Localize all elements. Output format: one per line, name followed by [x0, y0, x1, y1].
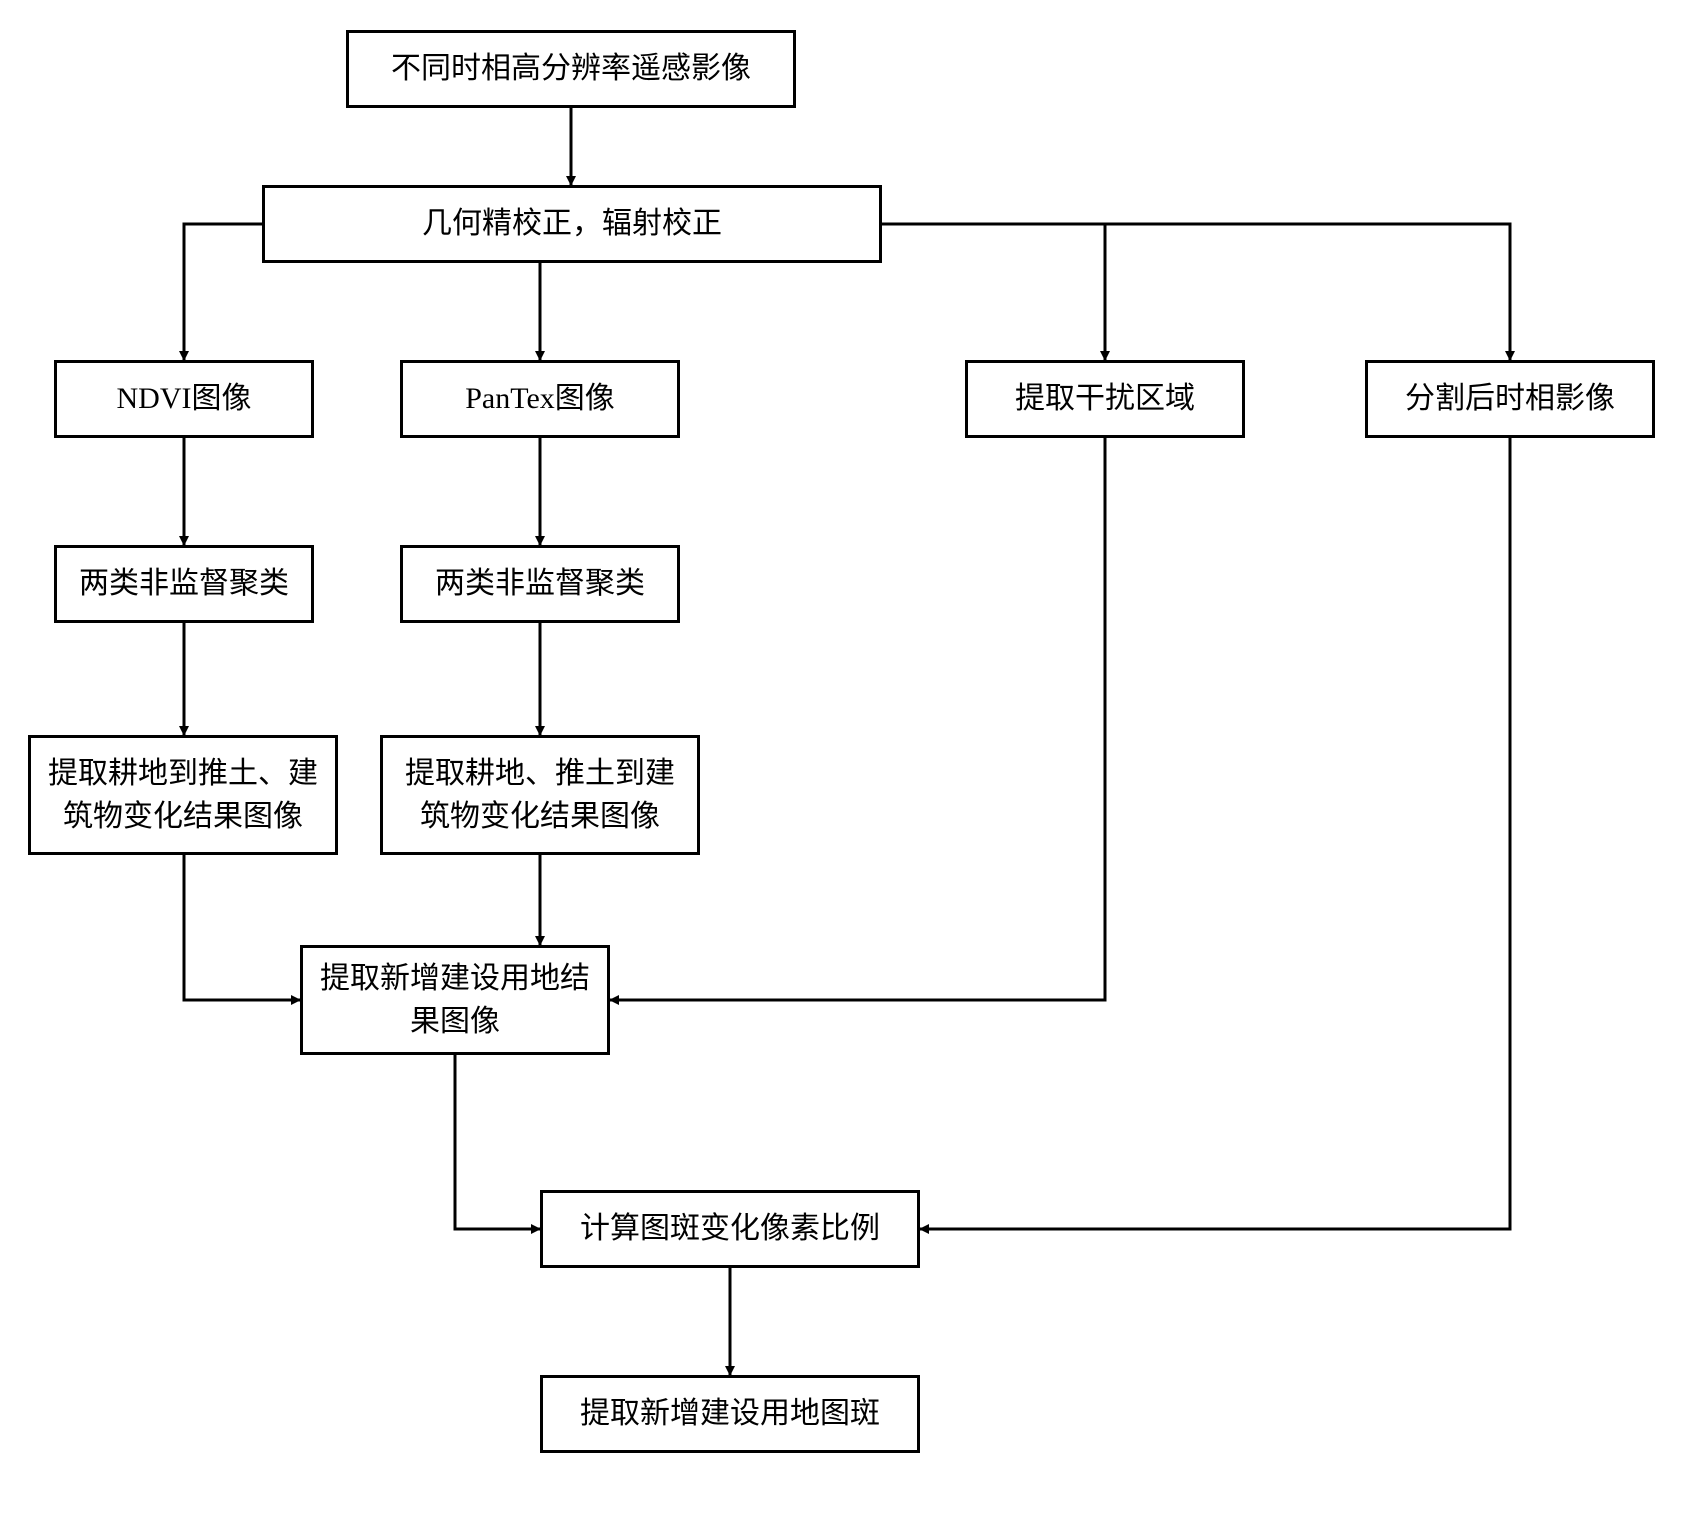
flowchart-node-n11: 提取新增建设用地结果图像: [300, 945, 610, 1055]
flowchart-node-n1: 不同时相高分辨率遥感影像: [346, 30, 796, 108]
flowchart-node-n12: 计算图斑变化像素比例: [540, 1190, 920, 1268]
edge-n2-n5: [882, 224, 1105, 360]
flowchart-node-n7: 两类非监督聚类: [54, 545, 314, 623]
flowchart-node-n9: 提取耕地到推土、建筑物变化结果图像: [28, 735, 338, 855]
edge-n5-n11: [610, 438, 1105, 1000]
flowchart-node-n5: 提取干扰区域: [965, 360, 1245, 438]
flowchart-node-n8: 两类非监督聚类: [400, 545, 680, 623]
flowchart-node-n4: PanTex图像: [400, 360, 680, 438]
flowchart-node-n10: 提取耕地、推土到建筑物变化结果图像: [380, 735, 700, 855]
flowchart-node-n6: 分割后时相影像: [1365, 360, 1655, 438]
edge-n11-n12: [455, 1055, 540, 1229]
edge-n2-n6: [882, 224, 1510, 360]
edge-n9-n11: [184, 855, 300, 1000]
edge-n2-n3: [184, 224, 262, 360]
flowchart-node-n2: 几何精校正，辐射校正: [262, 185, 882, 263]
flowchart-node-n3: NDVI图像: [54, 360, 314, 438]
flowchart-node-n13: 提取新增建设用地图斑: [540, 1375, 920, 1453]
edge-n6-n12: [920, 438, 1510, 1229]
